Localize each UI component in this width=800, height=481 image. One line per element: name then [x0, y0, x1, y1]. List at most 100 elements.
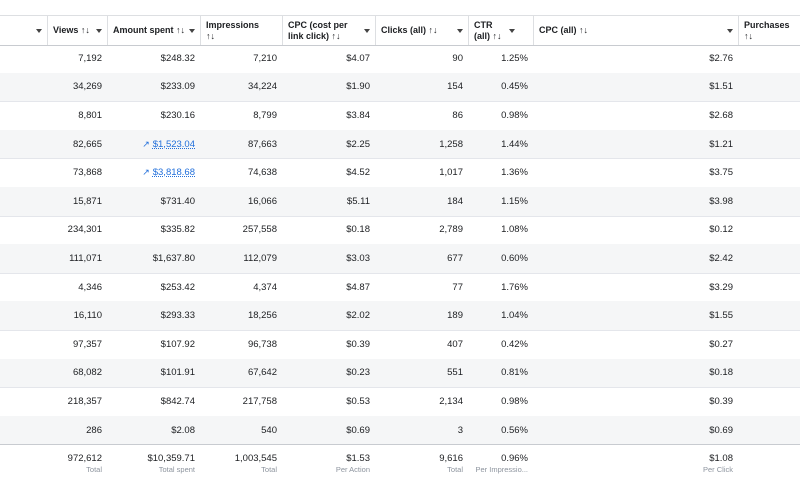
table-row[interactable]: 8,801 $230.16 8,799 $3.84 86 0.98% $2.68	[0, 101, 800, 131]
cell-impressions: 112,079	[243, 252, 277, 264]
table-row[interactable]: 286 $2.08 540 $0.69 3 0.56% $0.69	[0, 415, 800, 446]
table-row[interactable]: 68,082 $101.91 67,642 $0.23 551 0.81% $0.18	[0, 358, 800, 389]
header-views[interactable]: Views ↑↓	[48, 16, 108, 45]
amount-spent-link[interactable]: $3,818.68	[152, 167, 195, 179]
chevron-down-icon[interactable]	[509, 28, 515, 33]
cell-ctr-all: 0.98%	[501, 395, 528, 407]
header-amount-spent[interactable]: Amount spent ↑↓	[108, 16, 201, 45]
cell-ctr-all: 1.08%	[501, 224, 528, 236]
cell-clicks-all: 189	[447, 310, 463, 322]
cell-impressions: 87,663	[247, 138, 277, 150]
cell-amount-spent: $2.08	[171, 424, 195, 436]
table-row[interactable]: 111,071 $1,637.80 112,079 $3.03 677 0.60% $2.4…	[0, 244, 800, 274]
header-clicks-all[interactable]: Clicks (all) ↑↓	[376, 16, 469, 45]
cell-cpc-all: $3.29	[709, 281, 733, 293]
cell-cpc-link: $1.90	[346, 81, 370, 93]
total-impressions-value: 1,003,545	[234, 452, 277, 464]
header-ctr-all[interactable]: CTR (all) ↑↓	[469, 16, 534, 45]
cell-clicks-all: 677	[447, 252, 463, 264]
chevron-down-icon[interactable]	[189, 28, 195, 33]
cell-cpc-all: $1.21	[709, 138, 733, 150]
total-views-label: Total	[86, 464, 102, 474]
cell-cpc-link: $0.53	[346, 395, 370, 407]
chevron-down-icon[interactable]	[96, 28, 102, 33]
cell-amount-spent: $335.82	[160, 224, 195, 236]
cell-amount-spent: $248.32	[160, 52, 195, 64]
table-row[interactable]: 16,110 $293.33 18,256 $2.02 189 1.04% $1.55	[0, 301, 800, 331]
cell-cpc-link: $5.11	[346, 195, 370, 207]
cell-ctr-all: 1.44%	[501, 138, 528, 150]
total-clicks-all: 9,616 Total	[376, 445, 469, 481]
header-cpc-all[interactable]: CPC (all) ↑↓	[534, 16, 739, 45]
cell-cpc-all: $0.18	[709, 367, 733, 379]
table-row[interactable]: 4,346 $253.42 4,374 $4.87 77 1.76% $3.29	[0, 273, 800, 303]
cell-cpc-all: $3.98	[709, 195, 733, 207]
cell-ctr-all: 0.56%	[501, 424, 528, 436]
table-row[interactable]: 218,357 $842.74 217,758 $0.53 2,134 0.98% $0.3…	[0, 387, 800, 417]
cell-clicks-all: 86	[452, 109, 463, 121]
cell-clicks-all: 77	[452, 281, 463, 293]
cell-cpc-all: $2.42	[709, 252, 733, 264]
cell-views: 234,301	[67, 224, 102, 236]
totals-row: 972,612 Total $10,359.71 Total spent 1,0…	[0, 444, 800, 481]
cell-clicks-all: 1,017	[439, 167, 463, 179]
table-row[interactable]: 82,665 ↗ $1,523.04 87,663 $2.25 1,258 1.44% $1.…	[0, 129, 800, 160]
header-impressions[interactable]: Impressions ↑↓	[201, 16, 283, 45]
total-impressions-label: Total	[261, 464, 277, 474]
cell-ctr-all: 0.98%	[501, 109, 528, 121]
amount-spent-link[interactable]: $1,523.04	[152, 138, 195, 150]
cell-cpc-all: $0.69	[709, 424, 733, 436]
cell-amount-spent: $293.33	[160, 310, 195, 322]
cell-cpc-all: $3.75	[709, 167, 733, 179]
cell-views: 8,801	[78, 109, 102, 121]
cell-clicks-all: 551	[447, 367, 463, 379]
total-cpc-all-value: $1.08	[709, 452, 733, 464]
total-amount-spent: $10,359.71 Total spent	[108, 445, 201, 481]
total-views: 972,612 Total	[48, 445, 108, 481]
cell-views: 16,110	[73, 310, 102, 322]
cell-impressions: 74,638	[247, 167, 277, 179]
total-amount-spent-label: Total spent	[158, 464, 195, 474]
cell-amount-spent: $253.42	[160, 281, 195, 293]
cell-views: 97,357	[72, 338, 102, 350]
cell-cpc-all: $0.39	[709, 395, 733, 407]
cell-views: 82,665	[72, 138, 102, 150]
cell-impressions: 16,066	[247, 195, 277, 207]
table-row[interactable]: 15,871 $731.40 16,066 $5.11 184 1.15% $3.98	[0, 187, 800, 217]
cell-amount-spent: $230.16	[160, 109, 195, 121]
cell-ctr-all: 1.04%	[501, 310, 528, 322]
header-purchases[interactable]: Purchases ↑↓	[739, 16, 800, 45]
cell-cpc-link: $2.02	[346, 310, 370, 322]
cell-ctr-all: 0.60%	[501, 252, 528, 264]
cell-views: 68,082	[72, 367, 102, 379]
header-leading-column[interactable]	[0, 16, 48, 45]
table-row[interactable]: 97,357 $107.92 96,738 $0.39 407 0.42% $0.27	[0, 330, 800, 360]
chevron-down-icon[interactable]	[36, 28, 42, 33]
header-purchases-label: Purchases ↑↓	[744, 19, 790, 41]
table-row[interactable]: 7,192 $248.32 7,210 $4.07 90 1.25% $2.76	[0, 44, 800, 74]
chevron-down-icon[interactable]	[457, 28, 463, 33]
cell-cpc-link: $4.07	[346, 52, 370, 64]
total-cpc-link-value: $1.53	[346, 452, 370, 464]
cell-ctr-all: 0.45%	[501, 81, 528, 93]
total-cpc-link: $1.53 Per Action	[283, 445, 376, 481]
total-clicks-all-value: 9,616	[439, 452, 463, 464]
cell-ctr-all: 1.25%	[501, 52, 528, 64]
cell-clicks-all: 154	[447, 81, 463, 93]
header-cpc-link[interactable]: CPC (cost per link click) ↑↓	[283, 16, 376, 45]
table-row[interactable]: 234,301 $335.82 257,558 $0.18 2,789 1.08% $0.1…	[0, 216, 800, 246]
chevron-down-icon[interactable]	[364, 28, 370, 33]
total-ctr-all-label: Per Impressio...	[475, 464, 528, 474]
cell-impressions: 34,224	[247, 81, 277, 93]
cell-cpc-link: $3.03	[346, 252, 370, 264]
total-cpc-all: $1.08 Per Click	[534, 445, 739, 481]
table-row[interactable]: 73,868 ↗ $3,818.68 74,638 $4.52 1,017 1.36% $3.…	[0, 158, 800, 188]
cell-cpc-link: $4.52	[346, 167, 370, 179]
chevron-down-icon[interactable]	[727, 28, 733, 33]
cell-views: 73,868	[72, 167, 102, 179]
table-row[interactable]: 34,269 $233.09 34,224 $1.90 154 0.45% $1.51	[0, 72, 800, 103]
cell-impressions: 540	[261, 424, 277, 436]
cell-amount-spent: ↗ $1,523.04	[108, 130, 201, 159]
total-amount-spent-value: $10,359.71	[147, 452, 195, 464]
cell-views: 34,269	[72, 81, 102, 93]
